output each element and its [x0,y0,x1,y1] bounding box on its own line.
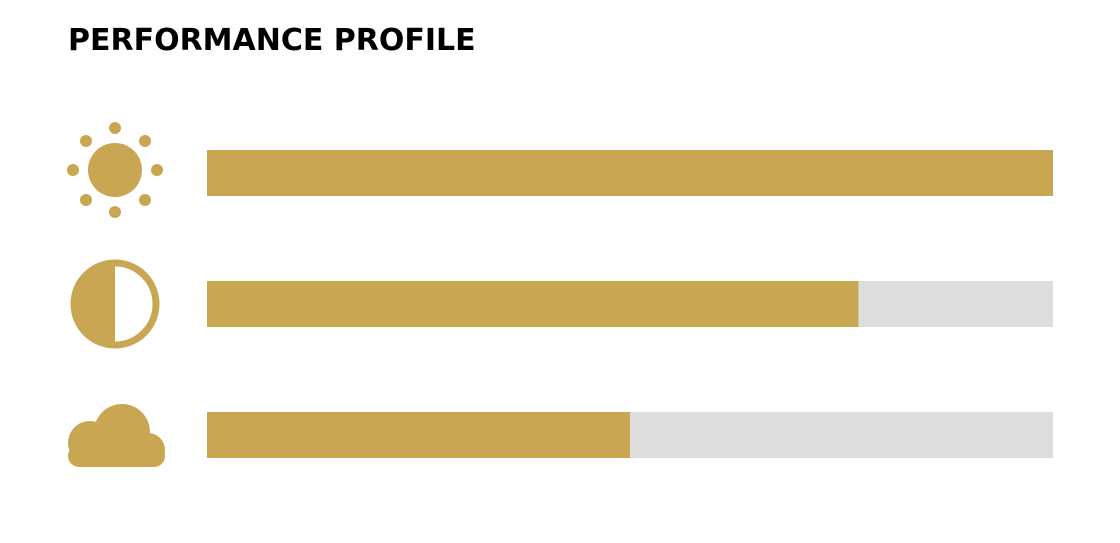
contrast-icon [70,259,160,349]
bar [207,150,1053,196]
sun-icon [67,122,163,218]
bar [207,412,630,458]
title: PERFORMANCE PROFILE [68,23,476,58]
bar [207,281,859,327]
cloud-icon [68,404,165,467]
